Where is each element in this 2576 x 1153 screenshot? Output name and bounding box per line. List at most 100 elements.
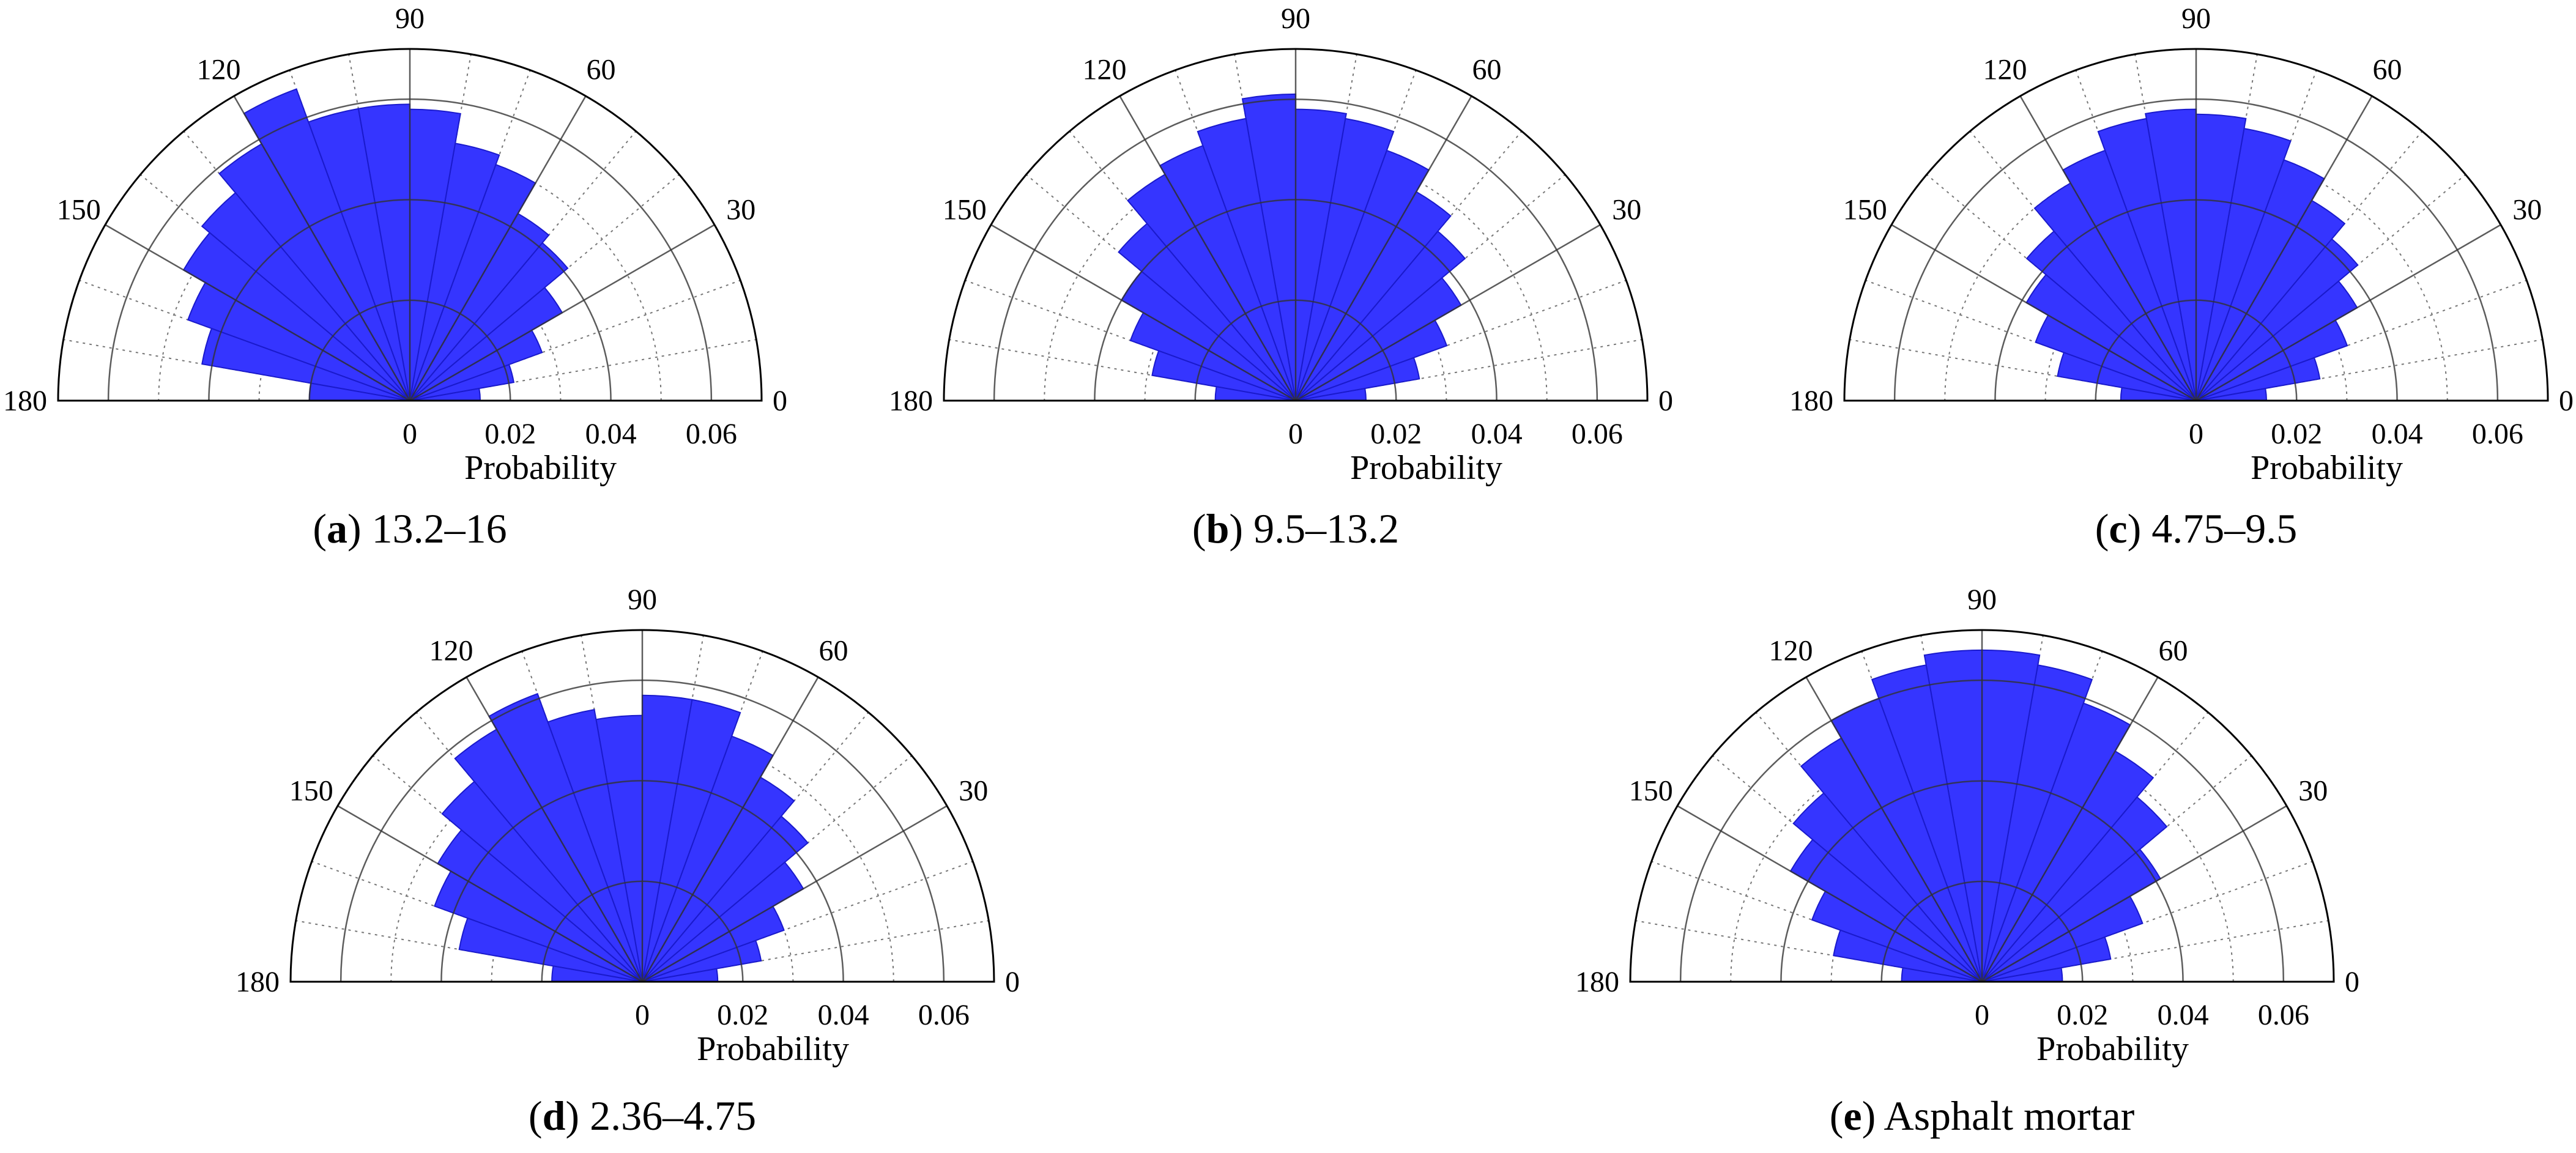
minor-spoke — [1981, 920, 2329, 982]
angle-tick-label: 180 — [1575, 966, 1619, 998]
angle-tick-label: 0 — [1005, 966, 1020, 998]
radial-axis-label: Probability — [2251, 449, 2403, 487]
radial-tick-label: 0.02 — [717, 999, 768, 1031]
major-spoke — [409, 224, 715, 402]
angle-tick-label: 30 — [2298, 775, 2328, 807]
major-spoke — [1805, 677, 1983, 982]
radial-tick-label: 0.04 — [2158, 999, 2209, 1031]
outer-boundary — [1629, 629, 2335, 983]
radial-axis-label: Probability — [2036, 1030, 2189, 1068]
radial-tick-label: 0.02 — [484, 418, 536, 450]
radial-tick-label: 0 — [635, 999, 650, 1031]
angle-tick-label: 30 — [959, 775, 988, 807]
histogram-bar — [1792, 792, 1983, 982]
angle-tick-label: 150 — [1843, 194, 1887, 226]
radial-tick-label: 0.02 — [2057, 999, 2108, 1031]
histogram-bar — [201, 191, 410, 401]
minor-spoke — [642, 920, 989, 982]
polar-chart-e: 0 30 60 90 120 150 180 0 0.02 0.04 0.06 Probability — [1575, 584, 2359, 1068]
minor-spoke — [2196, 339, 2543, 401]
angle-tick-label: 120 — [1769, 635, 1813, 667]
major-spoke — [1891, 224, 2197, 402]
histogram-bar — [2057, 352, 2197, 401]
radial-tick-label: 0.04 — [1471, 418, 1523, 450]
radial-axis-label: Probability — [464, 449, 617, 487]
caption-letter: e — [1843, 1092, 1862, 1139]
caption-letter: c — [2109, 505, 2128, 552]
minor-spoke — [1981, 861, 2313, 982]
angle-tick-label: 150 — [1629, 775, 1673, 807]
outer-boundary — [289, 629, 995, 983]
polar-chart-a: 0 30 60 90 120 150 180 0 0.02 0.04 0.06 Probability — [3, 2, 787, 487]
angle-tick-label: 120 — [197, 54, 241, 86]
histogram-bar — [2097, 117, 2197, 401]
radial-axis-label: Probability — [1350, 449, 1502, 487]
caption-letter: d — [542, 1092, 566, 1139]
angle-tick-label: 90 — [1281, 2, 1310, 35]
angle-tick-label: 180 — [236, 966, 280, 998]
minor-spoke — [2196, 280, 2527, 401]
angle-tick-label: 60 — [2373, 54, 2402, 86]
major-spoke — [409, 95, 587, 401]
radial-tick-label: 0.04 — [585, 418, 637, 450]
radial-tick-label: 0.06 — [686, 418, 737, 450]
angle-tick-label: 120 — [429, 635, 473, 667]
panel-caption: (b) 9.5–13.2 — [1192, 505, 1400, 552]
angle-tick-label: 150 — [57, 194, 101, 226]
angle-tick-label: 180 — [3, 385, 47, 417]
radial-tick-label: 0.04 — [818, 999, 869, 1031]
histogram-bar — [458, 917, 643, 982]
polar-chart-c: 0 30 60 90 120 150 180 0 0.02 0.04 0.06 Probability — [1789, 2, 2574, 487]
histogram-bar — [1833, 929, 1983, 982]
angle-tick-label: 0 — [2345, 966, 2359, 998]
major-spoke — [1981, 677, 2159, 982]
major-spoke — [1295, 224, 1601, 402]
angle-tick-label: 60 — [1472, 54, 1502, 86]
minor-spoke — [1295, 339, 1642, 401]
caption-text: Asphalt mortar — [1884, 1092, 2135, 1139]
angle-tick-label: 0 — [2559, 385, 2574, 417]
radial-tick-label: 0 — [2189, 418, 2203, 450]
caption-letter: b — [1206, 505, 1230, 552]
angle-tick-label: 30 — [1612, 194, 1641, 226]
radial-tick-label: 0.06 — [2472, 418, 2523, 450]
caption-text: 9.5–13.2 — [1253, 505, 1400, 552]
major-spoke — [233, 95, 411, 401]
radial-tick-label: 0.04 — [2372, 418, 2423, 450]
caption-text: 2.36–4.75 — [590, 1092, 757, 1139]
radial-tick-label: 0.06 — [2258, 999, 2309, 1031]
radial-tick-label: 0 — [403, 418, 417, 450]
angle-tick-label: 60 — [819, 635, 848, 667]
caption-text: 4.75–9.5 — [2151, 505, 2298, 552]
histogram-bar — [441, 780, 643, 982]
radial-tick-label: 0.06 — [918, 999, 970, 1031]
major-spoke — [990, 224, 1296, 402]
angle-tick-label: 60 — [587, 54, 616, 86]
angle-tick-label: 0 — [1658, 385, 1673, 417]
major-spoke — [466, 677, 644, 982]
minor-spoke — [949, 339, 1296, 401]
angle-tick-label: 120 — [1083, 54, 1127, 86]
panel-caption: (c) 4.75–9.5 — [2095, 505, 2298, 552]
major-spoke — [1677, 805, 1983, 983]
minor-spoke — [1295, 280, 1627, 401]
major-spoke — [1119, 95, 1297, 401]
major-spoke — [2019, 95, 2197, 401]
histogram-bar — [1197, 117, 1296, 401]
radial-tick-label: 0 — [1975, 999, 1989, 1031]
angle-tick-label: 0 — [773, 385, 787, 417]
angle-tick-label: 150 — [289, 775, 333, 807]
angle-tick-label: 90 — [628, 584, 657, 616]
radial-axis-label: Probability — [697, 1030, 849, 1068]
major-spoke — [1981, 805, 2287, 983]
caption-text: 13.2–16 — [371, 505, 507, 552]
angle-tick-label: 90 — [395, 2, 425, 35]
caption-letter: a — [327, 505, 347, 552]
minor-spoke — [642, 861, 973, 982]
panel-caption: (e) Asphalt mortar — [1829, 1092, 2135, 1139]
histogram-bar — [1118, 223, 1296, 401]
major-spoke — [1294, 95, 1472, 401]
minor-spoke — [1865, 280, 2197, 401]
